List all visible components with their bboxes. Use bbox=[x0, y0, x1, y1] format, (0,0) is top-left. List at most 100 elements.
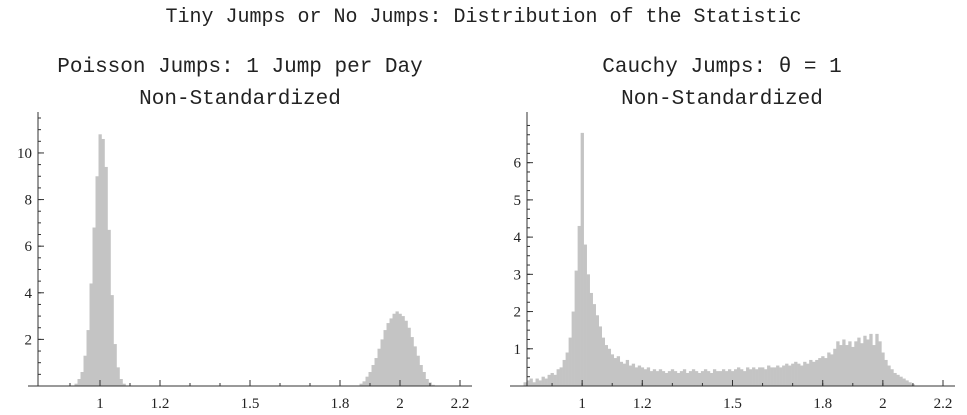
histogram-bar bbox=[98, 134, 102, 386]
histogram-bar bbox=[688, 371, 693, 386]
histogram-bar bbox=[410, 337, 414, 386]
histogram-bar bbox=[709, 372, 714, 386]
histogram-bar bbox=[371, 365, 375, 386]
panel-1-subtitle: Non-Standardized bbox=[139, 88, 341, 111]
histogram-bar bbox=[896, 374, 900, 386]
histogram-bar bbox=[661, 371, 666, 386]
histogram-bar bbox=[619, 361, 624, 386]
histogram-bar bbox=[730, 371, 735, 386]
histogram-bar bbox=[637, 365, 642, 386]
histogram-bar bbox=[806, 363, 810, 386]
histogram-bar bbox=[908, 382, 912, 386]
histogram-bar bbox=[562, 359, 566, 386]
histogram-bar bbox=[752, 367, 756, 386]
x-tick-label: 1.2 bbox=[633, 396, 652, 412]
histogram-bar bbox=[583, 244, 587, 386]
x-tick-label: 1.5 bbox=[723, 396, 742, 412]
histogram-bar bbox=[404, 320, 408, 386]
histogram-bar bbox=[812, 361, 816, 386]
histogram-bar bbox=[857, 337, 861, 386]
histogram-bar bbox=[538, 380, 542, 386]
histogram-bar bbox=[658, 369, 663, 386]
histogram-bar bbox=[878, 341, 882, 386]
histogram-bar bbox=[362, 381, 366, 386]
histogram-bar bbox=[565, 352, 569, 386]
histogram-bar bbox=[721, 369, 726, 386]
histogram-bar bbox=[377, 348, 381, 386]
histogram-bar bbox=[712, 369, 717, 386]
histogram-bar bbox=[893, 372, 897, 386]
histogram-bar bbox=[679, 371, 684, 386]
x-tick-label: 1.8 bbox=[813, 396, 832, 412]
histogram-bar bbox=[727, 369, 732, 386]
histogram-bar bbox=[740, 369, 744, 386]
histogram-bar bbox=[425, 379, 429, 386]
histogram-bar bbox=[703, 369, 708, 386]
histogram-bar bbox=[547, 374, 551, 386]
x-tick-label: 2.2 bbox=[934, 396, 953, 412]
histogram-bar bbox=[836, 341, 840, 386]
histogram-bar bbox=[107, 229, 111, 386]
histogram-bar bbox=[827, 352, 831, 386]
histogram-bar bbox=[416, 355, 420, 386]
histogram-bar bbox=[422, 372, 426, 386]
histogram-bar bbox=[905, 380, 909, 386]
histogram-bar bbox=[625, 359, 630, 386]
histogram-bar bbox=[631, 363, 636, 386]
histogram-bar bbox=[890, 369, 894, 386]
histogram-bar bbox=[374, 358, 378, 386]
histogram-bar bbox=[535, 378, 539, 386]
y-tick-label: 1 bbox=[514, 342, 522, 358]
histogram-bar bbox=[541, 376, 545, 386]
panel-1-title-line: Poisson Jumps: 1 Jump per Day bbox=[57, 56, 423, 79]
y-tick-label: 4 bbox=[514, 230, 522, 246]
histogram-bar bbox=[89, 283, 93, 386]
histogram-bar bbox=[887, 365, 891, 386]
histogram-bar bbox=[407, 327, 411, 386]
histogram-bar bbox=[401, 316, 405, 386]
histogram-bar bbox=[718, 371, 723, 386]
histogram-bar bbox=[643, 369, 648, 386]
histogram-bar bbox=[866, 339, 870, 386]
histogram-bar bbox=[902, 378, 906, 386]
histogram-bar bbox=[815, 359, 819, 386]
histogram-bar bbox=[640, 367, 645, 386]
histogram-bar bbox=[848, 341, 852, 386]
histogram-bar bbox=[571, 311, 575, 386]
histogram-bar bbox=[667, 371, 672, 386]
x-tick-label: 2.2 bbox=[451, 396, 470, 412]
panel-2-title-line: Cauchy Jumps: θ = 1 bbox=[602, 56, 842, 79]
histogram-bar bbox=[119, 379, 123, 386]
histogram-bar bbox=[694, 371, 699, 386]
histogram-bar bbox=[884, 359, 888, 386]
histogram-bar bbox=[104, 166, 108, 386]
histogram-bar bbox=[116, 367, 120, 386]
histogram-bar bbox=[824, 358, 828, 386]
histogram-bar bbox=[685, 372, 690, 386]
chart-main-title: Tiny Jumps or No Jumps: Distribution of … bbox=[165, 6, 802, 29]
histogram-bar bbox=[622, 363, 627, 386]
histogram-bar bbox=[821, 356, 825, 386]
histogram-bar bbox=[649, 371, 654, 386]
histogram-bar bbox=[616, 356, 621, 386]
histogram-bar bbox=[577, 225, 581, 386]
histogram-bar bbox=[550, 372, 554, 386]
histogram-bar bbox=[610, 354, 615, 386]
histogram-bar bbox=[860, 343, 864, 386]
histogram-bar bbox=[122, 383, 126, 386]
histogram-bar bbox=[782, 365, 786, 386]
histogram-bar bbox=[368, 372, 372, 386]
histogram-bar bbox=[529, 378, 533, 386]
histogram-bar bbox=[851, 346, 855, 386]
histogram-bar bbox=[80, 372, 84, 386]
x-tick-label: 2 bbox=[396, 396, 404, 412]
histogram-bar bbox=[755, 369, 759, 386]
histogram-bar bbox=[863, 335, 867, 386]
histogram-bar bbox=[386, 323, 390, 386]
histogram-bar bbox=[419, 365, 423, 386]
histogram-bar bbox=[833, 348, 837, 386]
histogram-bar bbox=[706, 371, 711, 386]
histogram-bar bbox=[767, 365, 771, 386]
y-tick-label: 6 bbox=[514, 156, 522, 172]
histogram-bar bbox=[598, 326, 602, 386]
